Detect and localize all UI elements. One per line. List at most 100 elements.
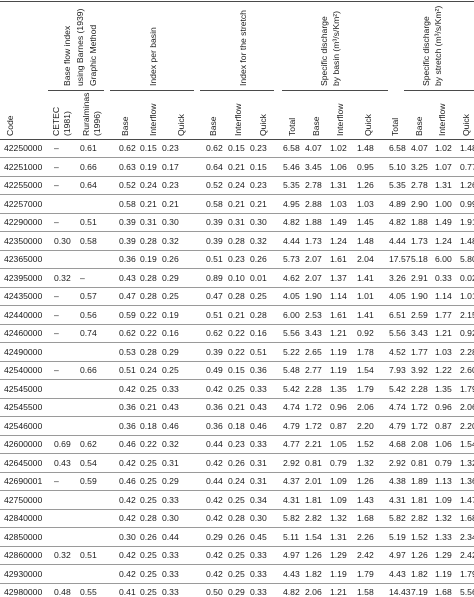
value-cell: 0.33 xyxy=(162,568,179,579)
value-cell: 1.19 xyxy=(330,365,347,375)
row-divider xyxy=(0,416,474,417)
value-cell: 4.82 xyxy=(283,587,300,597)
row-divider xyxy=(0,508,474,510)
value-cell: 1.91 xyxy=(460,217,474,227)
code-cell: 42545000 xyxy=(4,383,43,394)
col-header-ruralminas-line1: Ruralminas xyxy=(81,92,91,136)
value-cell: 1.02 xyxy=(435,143,452,153)
value-cell: 0.89 xyxy=(206,272,223,283)
code-cell: 42545500 xyxy=(4,402,43,412)
value-cell: 0.24 xyxy=(228,180,245,190)
value-cell: 5.56 xyxy=(283,328,300,338)
value-cell: 4.43 xyxy=(389,568,406,579)
value-cell: 0.59 xyxy=(80,476,97,486)
value-cell: 0.79 xyxy=(330,457,347,468)
value-cell: 0.10 xyxy=(228,272,245,283)
value-cell: 0.29 xyxy=(206,531,223,542)
value-cell: 1.72 xyxy=(411,420,428,431)
value-cell: 5.42 xyxy=(389,383,406,394)
value-cell: 4.31 xyxy=(389,494,406,505)
value-cell: 0.29 xyxy=(162,346,179,357)
value-cell: 1.73 xyxy=(411,235,428,246)
value-cell: 0.28 xyxy=(140,235,157,246)
value-cell: 0.19 xyxy=(140,161,157,172)
value-cell: 0.31 xyxy=(250,476,267,486)
value-cell: 1.79 xyxy=(460,383,474,394)
value-cell: 2.78 xyxy=(411,180,428,190)
col-header-spec-stretch-quick: Quick xyxy=(461,114,471,136)
value-cell: 4.74 xyxy=(389,402,406,412)
value-cell: 0.57 xyxy=(80,291,97,301)
value-cell: 0.21 xyxy=(140,402,157,412)
row-divider xyxy=(0,379,474,380)
value-cell: 0.28 xyxy=(140,272,157,283)
value-cell: 1.48 xyxy=(357,143,374,153)
value-cell: 0.39 xyxy=(206,346,223,357)
value-cell: 0.15 xyxy=(228,365,245,375)
value-cell: 0.25 xyxy=(140,457,157,468)
value-cell: – xyxy=(54,161,59,172)
value-cell: 0.47 xyxy=(206,291,223,301)
value-cell: 1.06 xyxy=(435,439,452,449)
value-cell: 1.73 xyxy=(305,235,322,246)
value-cell: – xyxy=(54,309,59,320)
value-cell: 1.22 xyxy=(435,365,452,375)
value-cell: 0.25 xyxy=(140,550,157,560)
value-cell: 0.31 xyxy=(228,217,245,227)
value-cell: 1.13 xyxy=(435,476,452,486)
value-cell: 1.77 xyxy=(411,346,428,357)
value-cell: – xyxy=(54,180,59,190)
value-cell: 2.82 xyxy=(305,513,322,523)
code-cell: 42540000 xyxy=(4,365,43,375)
row-divider xyxy=(0,490,474,491)
spec-stretch-header-line2: by stretch (m³/s/Km²) xyxy=(433,5,443,86)
row-divider xyxy=(0,212,474,214)
value-cell: 0.62 xyxy=(80,439,97,449)
value-cell: 0.30 xyxy=(54,235,71,246)
value-cell: 5.48 xyxy=(283,365,300,375)
col-header-spec-stretch-interflow: Interflow xyxy=(437,103,447,136)
value-cell: 1.41 xyxy=(357,272,374,283)
value-cell: 0.21 xyxy=(228,309,245,320)
value-cell: 0.62 xyxy=(119,143,136,153)
col-header-stretch-interflow: Interflow xyxy=(233,103,243,136)
value-cell: 0.64 xyxy=(206,161,223,172)
value-cell: 3.45 xyxy=(305,161,322,172)
spec-stretch-header-line1: Specific discharge xyxy=(421,16,431,86)
value-cell: 0.15 xyxy=(250,161,267,172)
value-cell: – xyxy=(54,291,59,301)
value-cell: 0.52 xyxy=(119,180,136,190)
col-header-stretch-base: Base xyxy=(208,116,218,136)
value-cell: 6.58 xyxy=(389,143,406,153)
value-cell: 0.43 xyxy=(54,457,71,468)
value-cell: 7.93 xyxy=(389,365,406,375)
value-cell: 1.31 xyxy=(330,180,347,190)
value-cell: 0.23 xyxy=(162,143,179,153)
value-cell: 14.43 xyxy=(389,587,411,597)
value-cell: 2.28 xyxy=(460,346,474,357)
row-divider xyxy=(0,268,474,269)
row-divider xyxy=(0,397,474,399)
col-header-cetec-line1: CETEC xyxy=(51,106,61,136)
value-cell: 0.33 xyxy=(435,272,452,283)
value-cell: 0.32 xyxy=(54,550,71,560)
value-cell: 0.95 xyxy=(357,161,374,172)
value-cell: 0.46 xyxy=(250,420,267,431)
value-cell: 0.42 xyxy=(206,383,223,394)
value-cell: 5.56 xyxy=(389,328,406,338)
row-divider xyxy=(0,175,474,177)
value-cell: 2.15 xyxy=(460,309,474,320)
value-cell: 0.24 xyxy=(228,476,245,486)
row-divider xyxy=(0,194,474,195)
value-cell: 0.63 xyxy=(119,161,136,172)
value-cell: 0.33 xyxy=(250,568,267,579)
value-cell: 0.34 xyxy=(250,494,267,505)
index-basin-header: Index per basin xyxy=(148,27,158,86)
value-cell: 1.68 xyxy=(435,587,452,597)
col-header-ruralminas-line2: (1996) xyxy=(92,111,102,136)
value-cell: 0.28 xyxy=(140,346,157,357)
value-cell: 1.52 xyxy=(411,531,428,542)
value-cell: 0.51 xyxy=(206,309,223,320)
value-cell: 0.29 xyxy=(162,272,179,283)
